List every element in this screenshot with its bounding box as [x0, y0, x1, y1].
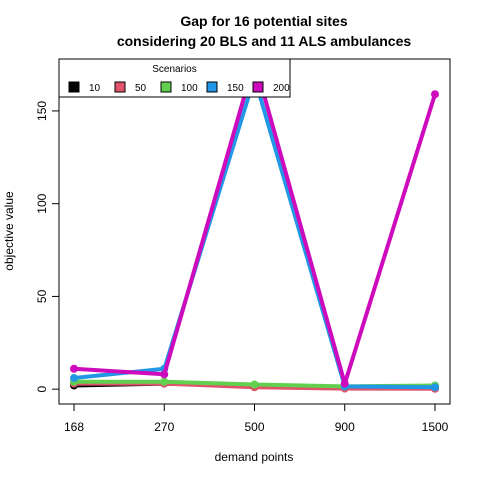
- x-tick-label: 900: [335, 420, 355, 434]
- legend-item: 10: [68, 81, 101, 94]
- legend-box: [58, 58, 291, 98]
- series-200: [70, 59, 439, 388]
- series-layer: [70, 59, 439, 393]
- y-axis-label: objective value: [2, 191, 16, 271]
- y-tick-label: 50: [35, 289, 49, 303]
- legend-item: 150: [206, 81, 244, 94]
- legend-item: 100: [160, 81, 198, 94]
- legend-swatch: [252, 81, 264, 93]
- legend-label: 150: [227, 83, 244, 94]
- x-tick-label: 1500: [422, 420, 449, 434]
- series-line: [73, 75, 436, 390]
- x-tick-label: 500: [244, 420, 264, 434]
- chart-subtitle: considering 20 BLS and 11 ALS ambulances: [117, 33, 412, 49]
- data-point: [431, 90, 439, 99]
- y-tick-label: 150: [35, 101, 49, 121]
- y-tick-label: 100: [35, 193, 49, 213]
- data-point: [250, 380, 259, 389]
- legend-label: 200: [273, 83, 290, 94]
- x-tick-label: 270: [154, 420, 174, 434]
- data-point: [160, 377, 169, 386]
- legend-label: 100: [181, 83, 198, 94]
- data-point: [431, 383, 439, 392]
- y-axis: 0 50 100 150: [35, 101, 60, 393]
- data-point: [70, 374, 78, 383]
- legend-label: 10: [89, 83, 101, 94]
- data-point: [160, 370, 169, 379]
- data-point: [70, 364, 78, 373]
- legend-item: 200: [252, 81, 290, 94]
- data-point: [340, 379, 349, 388]
- x-axis: 168 270 500 900 1500: [64, 403, 449, 434]
- legend-label: 50: [135, 83, 147, 94]
- legend-item: 50: [114, 81, 147, 94]
- y-tick-label: 0: [35, 386, 49, 393]
- x-tick-label: 168: [64, 420, 84, 434]
- chart-title: Gap for 16 potential sites: [180, 13, 347, 29]
- legend-swatch: [160, 81, 172, 93]
- x-axis-label: demand points: [215, 450, 294, 464]
- legend-title: Scenarios: [152, 64, 196, 75]
- series-line: [73, 59, 437, 386]
- legend: Scenarios 10 50 100 150 200: [58, 58, 291, 98]
- legend-swatch: [114, 81, 126, 93]
- legend-swatch: [206, 81, 218, 93]
- series-150: [70, 73, 439, 392]
- legend-swatch: [68, 81, 80, 93]
